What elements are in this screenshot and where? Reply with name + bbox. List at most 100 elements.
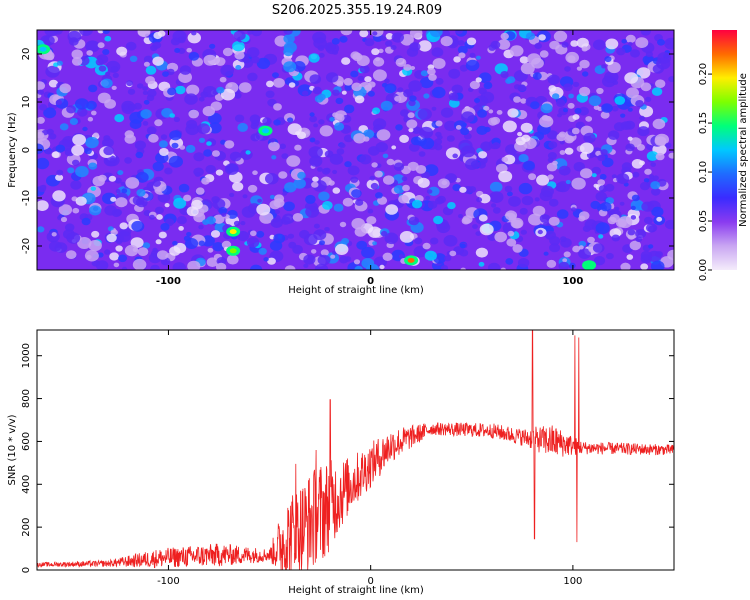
spectrogram-cell	[104, 35, 112, 42]
spectrogram-cell	[606, 252, 614, 260]
spectrogram-cell	[89, 205, 102, 216]
spectrogram-cell	[650, 260, 665, 270]
spectrogram-cell	[272, 72, 279, 78]
spectrogram-cell	[280, 216, 291, 225]
spectrogram-cell	[148, 133, 159, 143]
colorbar-bar	[712, 30, 737, 270]
spectrogram-cell	[432, 58, 446, 69]
spectrogram-cell	[430, 237, 439, 245]
spectrogram-cell	[88, 240, 102, 252]
spectrogram-cell	[206, 257, 219, 268]
spectrogram-cell	[224, 140, 235, 149]
spectrogram-cell	[459, 243, 466, 249]
spectrogram-cell	[168, 155, 183, 168]
spectrogram-cell	[145, 76, 156, 85]
spectrogram-cell	[409, 95, 417, 102]
spectrogram-cell	[635, 229, 647, 239]
spectrogram-cell	[619, 201, 625, 206]
spectrogram-cell	[250, 264, 263, 270]
spectrogram-cell	[574, 107, 582, 114]
spectrogram-cell	[375, 142, 388, 153]
spectrogram-cell	[475, 231, 482, 237]
spectrogram-cell	[209, 43, 216, 49]
spectrogram-cell	[143, 55, 153, 64]
spectrogram-cell	[319, 240, 325, 246]
spectrogram-cell	[311, 181, 319, 188]
spectrogram-cell	[356, 55, 370, 67]
spectrogram-cell	[541, 114, 549, 121]
spectrogram-cell	[520, 122, 533, 133]
spectrogram-cell	[444, 120, 457, 131]
spectrogram-cell	[507, 230, 515, 237]
spectrogram-cell	[587, 236, 595, 244]
spectrogram-cell	[125, 177, 140, 189]
spectrogram-cell	[115, 197, 128, 208]
spectrogram-cell	[528, 173, 537, 181]
spectrogram-cell	[518, 182, 533, 195]
spectrogram-cell	[398, 194, 409, 204]
spectrogram-cell	[500, 267, 506, 270]
spectrogram-cell	[169, 130, 182, 141]
spectrogram-cell	[205, 164, 216, 174]
spectrogram-cell	[294, 144, 302, 151]
spectrogram-cell	[457, 45, 468, 55]
spectrogram-cell	[553, 30, 568, 42]
spectrogram-cell	[455, 30, 463, 35]
spectrogram-cell	[547, 157, 554, 163]
spectrogram-cell	[219, 76, 227, 83]
spectrogram-cell	[366, 216, 377, 225]
spectrogram-cell	[37, 157, 50, 170]
spectrogram-cell	[376, 129, 391, 141]
spectrogram-cell	[630, 215, 637, 220]
spectrogram-cell	[537, 229, 543, 235]
spectrogram-cell	[115, 189, 121, 194]
spectrogram-cell	[265, 173, 279, 185]
spectrogram-cell	[508, 196, 521, 207]
spectrogram-cell	[386, 158, 395, 166]
spectrogram-cell	[60, 216, 68, 223]
spectrogram-cell	[287, 233, 295, 239]
spectrogram-cell	[110, 66, 119, 73]
spectrogram-ylabel: Frequency (Hz)	[7, 112, 18, 188]
spectrogram-cell	[229, 192, 235, 198]
spectrogram-cell	[433, 215, 444, 225]
spectrogram-cell	[509, 45, 524, 57]
spectrogram-cell	[369, 175, 376, 181]
spectrogram-cell	[178, 71, 193, 83]
spectrogram-cell	[452, 184, 462, 192]
spectrogram-cell	[88, 162, 98, 170]
spectrogram-cell	[488, 109, 494, 114]
spectrogram-cell	[124, 244, 139, 257]
spectrogram-cell	[39, 104, 48, 111]
spectrogram-cell	[160, 134, 168, 140]
spectrogram-ytick-label: 10	[21, 96, 32, 109]
spectrogram-cell	[549, 243, 561, 253]
spectrogram-cell	[465, 59, 480, 72]
spectrogram-cell	[145, 65, 157, 75]
spectrogram-cell	[420, 137, 435, 150]
spectrogram-cell	[187, 32, 201, 44]
spectrogram-hotspot-core	[39, 46, 47, 52]
spectrogram-cell	[206, 141, 212, 146]
spectrogram-cell	[455, 125, 462, 130]
spectrogram-cell	[468, 186, 477, 193]
spectrogram-cell	[113, 262, 120, 268]
spectrogram-cell	[136, 189, 146, 197]
spectrogram-cell	[519, 207, 528, 215]
spectrogram-cell	[567, 55, 576, 63]
spectrogram-cell	[220, 88, 236, 101]
spectrogram-cell	[412, 126, 422, 134]
spectrogram-cell	[309, 112, 315, 117]
spectrogram-cell	[292, 213, 304, 222]
spectrogram-cell	[158, 140, 168, 148]
spectrogram-cell	[238, 82, 252, 93]
spectrogram-cell	[55, 99, 63, 105]
spectrogram-cell	[215, 262, 227, 270]
snr-xlabel: Height of straight line (km)	[288, 585, 424, 596]
colorbar-tick-label: 0.20	[698, 63, 709, 85]
spectrogram-cell	[104, 99, 116, 109]
spectrogram-cell	[372, 69, 387, 82]
spectrogram-cell	[400, 109, 409, 117]
spectrogram-cell	[605, 38, 619, 50]
spectrogram-cell	[652, 118, 666, 130]
